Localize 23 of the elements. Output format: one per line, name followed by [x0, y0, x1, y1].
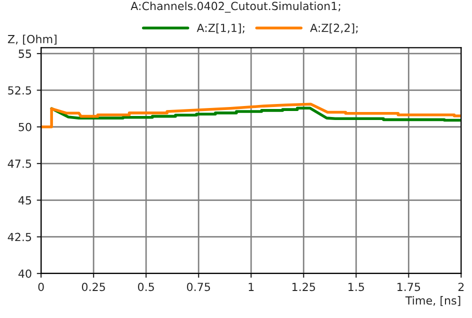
y-axis-title: Z, [Ohm]	[8, 34, 56, 45]
line-series	[41, 102, 462, 128]
chart-title: A:Channels.0402_Cutout.Simulation1;	[130, 2, 340, 13]
x-tick-label: 1.75	[397, 282, 420, 292]
x-tick-label: 0	[38, 282, 44, 292]
x-tick-label: 1	[248, 282, 254, 291]
y-tick-label: 40	[18, 269, 32, 278]
x-tick-label: 2	[458, 282, 464, 291]
line-series	[50, 106, 462, 122]
x-axis-title: Time, [ns]	[405, 296, 460, 306]
x-tick-label: 0.25	[82, 282, 105, 292]
x-tick-label: 0.75	[186, 282, 210, 292]
x-tick-label: 1.5	[348, 282, 364, 292]
y-tick-label: 55	[18, 50, 32, 58]
y-tick-label: 42.5	[8, 232, 32, 242]
y-tick-label: 50	[18, 122, 32, 132]
x-tick-label: 1.25	[292, 282, 316, 292]
y-tick-label: 47.5	[8, 160, 32, 168]
y-tick-label: 45	[18, 196, 32, 205]
legend-label: A:Z[2,2];	[310, 23, 358, 34]
y-tick-label: 52.5	[8, 86, 32, 95]
x-tick-label: 0.5	[138, 282, 154, 292]
legend-label: A:Z[1,1];	[196, 23, 244, 34]
